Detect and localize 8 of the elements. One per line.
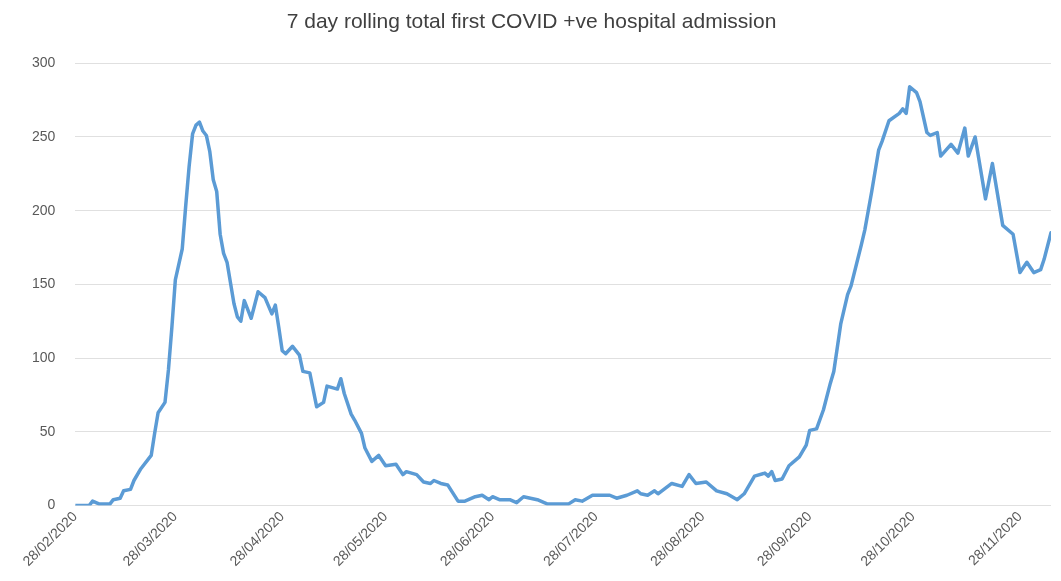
y-tick-label: 100 xyxy=(32,348,56,365)
y-tick-label: 150 xyxy=(32,275,56,292)
y-tick-label: 50 xyxy=(39,422,56,439)
y-tick-label: 0 xyxy=(47,496,56,513)
y-tick-label: 200 xyxy=(32,201,56,218)
chart-title: 7 day rolling total first COVID +ve hospital admission xyxy=(286,9,777,33)
y-tick-label: 250 xyxy=(32,127,56,144)
y-tick-label: 300 xyxy=(32,54,56,71)
